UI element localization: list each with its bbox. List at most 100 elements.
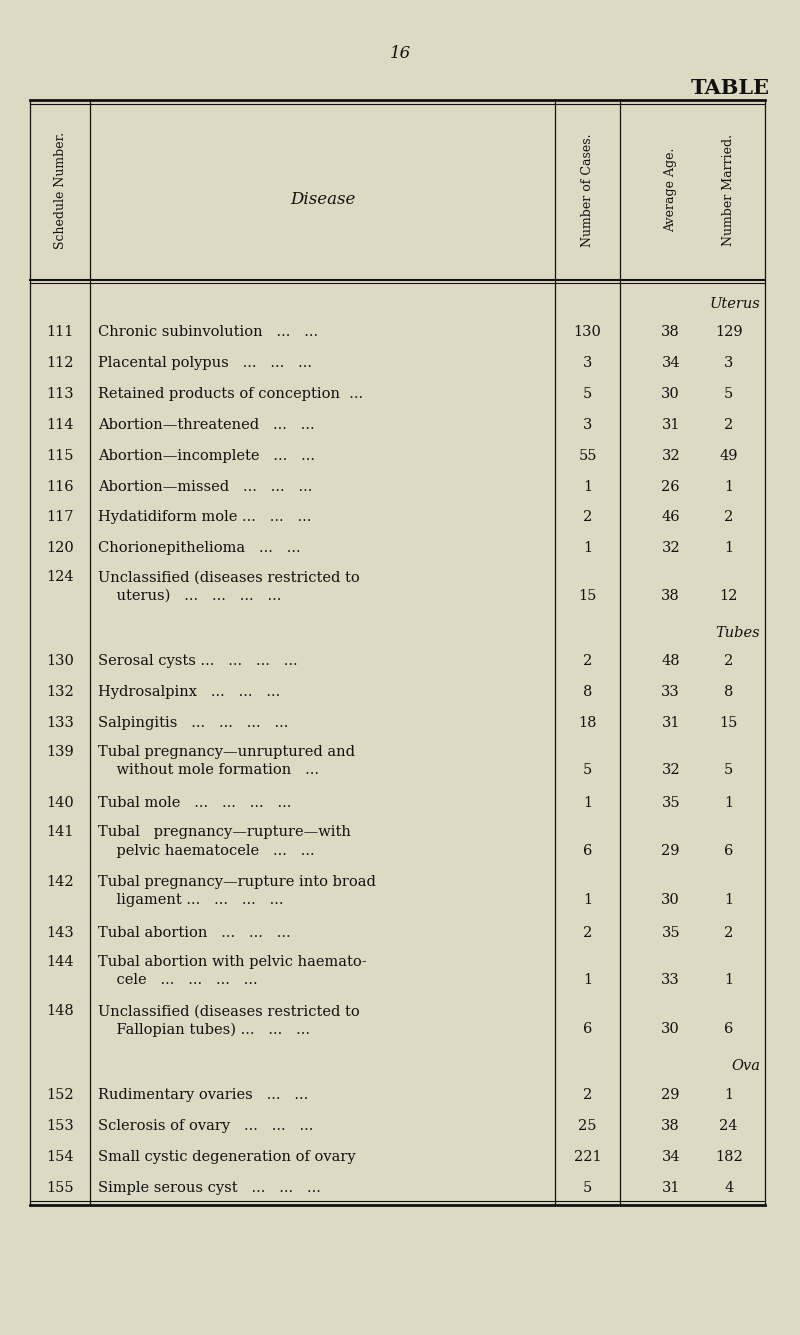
Text: 3: 3 [583,418,592,431]
Text: without mole formation   ...: without mole formation ... [98,764,319,777]
Text: Small cystic degeneration of ovary: Small cystic degeneration of ovary [98,1149,356,1164]
Text: Sclerosis of ovary   ...   ...   ...: Sclerosis of ovary ... ... ... [98,1119,314,1133]
Text: 133: 133 [46,716,74,730]
Text: 6: 6 [583,1023,592,1036]
Text: 38: 38 [662,326,680,339]
Text: 34: 34 [662,356,680,370]
Text: Hydrosalpinx   ...   ...   ...: Hydrosalpinx ... ... ... [98,685,280,700]
Text: 29: 29 [662,1088,680,1103]
Text: 5: 5 [583,387,592,400]
Text: 32: 32 [662,449,680,463]
Text: 6: 6 [724,844,734,857]
Text: 112: 112 [46,356,74,370]
Text: 2: 2 [583,1088,592,1103]
Text: 3: 3 [724,356,734,370]
Text: 29: 29 [662,844,680,857]
Text: 1: 1 [724,893,734,906]
Text: 2: 2 [724,654,734,669]
Text: 129: 129 [715,326,742,339]
Text: 16: 16 [390,45,410,61]
Text: 153: 153 [46,1119,74,1133]
Text: 5: 5 [583,1180,592,1195]
Text: 1: 1 [583,796,592,810]
Text: 5: 5 [724,764,734,777]
Text: 18: 18 [578,716,597,730]
Text: 117: 117 [46,510,74,525]
Text: 49: 49 [719,449,738,463]
Text: 2: 2 [724,925,734,940]
Text: 113: 113 [46,387,74,400]
Text: 2: 2 [583,510,592,525]
Text: Tubal pregnancy—rupture into broad: Tubal pregnancy—rupture into broad [98,874,376,889]
Text: 152: 152 [46,1088,74,1103]
Text: 26: 26 [662,479,680,494]
Text: 5: 5 [583,764,592,777]
Text: Number Married.: Number Married. [722,134,735,246]
Text: 130: 130 [574,326,602,339]
Text: 1: 1 [724,541,734,555]
Text: 2: 2 [724,510,734,525]
Text: Tubal mole   ...   ...   ...   ...: Tubal mole ... ... ... ... [98,796,291,810]
Text: Chorionepithelioma   ...   ...: Chorionepithelioma ... ... [98,541,301,555]
Text: 1: 1 [583,541,592,555]
Text: 1: 1 [583,479,592,494]
Text: TABLE: TABLE [691,77,770,97]
Text: 33: 33 [662,973,680,987]
Text: Abortion—incomplete   ...   ...: Abortion—incomplete ... ... [98,449,315,463]
Text: Uterus: Uterus [710,296,760,311]
Text: 140: 140 [46,796,74,810]
Text: Chronic subinvolution   ...   ...: Chronic subinvolution ... ... [98,326,318,339]
Text: 144: 144 [46,955,74,969]
Text: 35: 35 [662,796,680,810]
Text: 114: 114 [46,418,74,431]
Text: Hydatidiform mole ...   ...   ...: Hydatidiform mole ... ... ... [98,510,311,525]
Text: 1: 1 [724,796,734,810]
Text: Tubal pregnancy—unruptured and: Tubal pregnancy—unruptured and [98,745,355,760]
Text: 31: 31 [662,716,680,730]
Text: 132: 132 [46,685,74,700]
Text: Abortion—missed   ...   ...   ...: Abortion—missed ... ... ... [98,479,312,494]
Text: 1: 1 [724,1088,734,1103]
Text: 32: 32 [662,541,680,555]
Text: Unclassified (diseases restricted to: Unclassified (diseases restricted to [98,570,360,585]
Text: Ova: Ova [731,1060,760,1073]
Text: 111: 111 [46,326,74,339]
Text: 1: 1 [724,973,734,987]
Text: 154: 154 [46,1149,74,1164]
Text: 30: 30 [662,1023,680,1036]
Text: 15: 15 [578,589,597,602]
Text: Disease: Disease [290,191,355,208]
Text: 139: 139 [46,745,74,760]
Text: Serosal cysts ...   ...   ...   ...: Serosal cysts ... ... ... ... [98,654,298,669]
Text: Rudimentary ovaries   ...   ...: Rudimentary ovaries ... ... [98,1088,308,1103]
Text: 141: 141 [46,825,74,840]
Text: 55: 55 [578,449,597,463]
Text: 6: 6 [724,1023,734,1036]
Text: 30: 30 [662,387,680,400]
Text: 143: 143 [46,925,74,940]
Text: 32: 32 [662,764,680,777]
Text: Average Age.: Average Age. [664,148,678,232]
Text: 48: 48 [662,654,680,669]
Text: Simple serous cyst   ...   ...   ...: Simple serous cyst ... ... ... [98,1180,321,1195]
Text: Retained products of conception  ...: Retained products of conception ... [98,387,363,400]
Text: 124: 124 [46,570,74,585]
Text: 33: 33 [662,685,680,700]
Text: ligament ...   ...   ...   ...: ligament ... ... ... ... [98,893,283,906]
Text: 2: 2 [583,654,592,669]
Text: 8: 8 [724,685,734,700]
Text: pelvic haematocele   ...   ...: pelvic haematocele ... ... [98,844,314,857]
Text: 8: 8 [583,685,592,700]
Text: 1: 1 [583,973,592,987]
Text: 130: 130 [46,654,74,669]
Text: 116: 116 [46,479,74,494]
Text: 15: 15 [719,716,738,730]
Text: 12: 12 [719,589,738,602]
Text: 38: 38 [662,589,680,602]
Text: 31: 31 [662,1180,680,1195]
Text: Abortion—threatened   ...   ...: Abortion—threatened ... ... [98,418,314,431]
Text: Tubes: Tubes [715,626,760,639]
Text: 2: 2 [724,418,734,431]
Text: cele   ...   ...   ...   ...: cele ... ... ... ... [98,973,258,987]
Text: 24: 24 [719,1119,738,1133]
